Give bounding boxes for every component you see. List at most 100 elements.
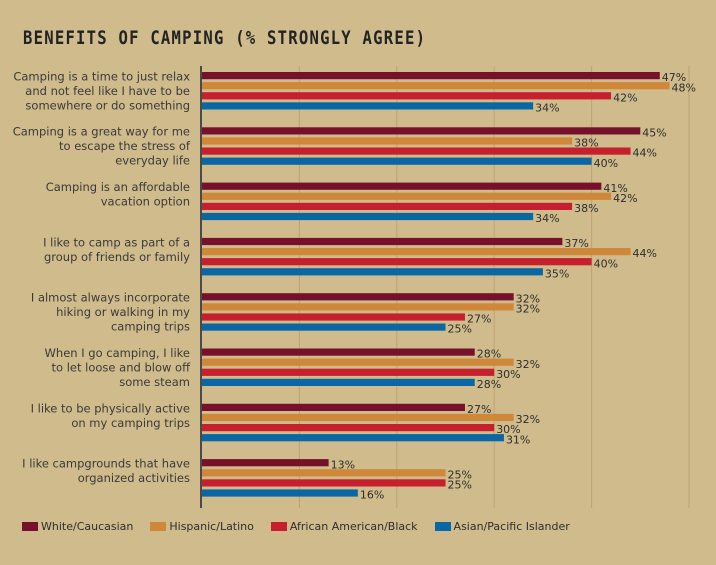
bar: [202, 248, 631, 256]
category-label-line: camping trips: [111, 319, 190, 333]
data-label: 32%: [516, 292, 540, 305]
bar: [202, 102, 534, 110]
category-label-line: and not feel like I have to be: [25, 84, 190, 98]
legend-item: Asian/Pacific Islander: [434, 520, 570, 533]
bar: [202, 378, 475, 386]
bar: [202, 424, 495, 432]
data-label: 48%: [672, 81, 696, 94]
bar: [202, 82, 670, 90]
category-label-line: Camping is an affordable: [46, 180, 190, 194]
legend-item: Hispanic/Latino: [150, 520, 254, 533]
legend-swatch: [150, 522, 167, 531]
legend-swatch: [434, 522, 451, 531]
bar: [202, 137, 573, 145]
bar: [202, 348, 475, 356]
legend-label: African American/Black: [289, 520, 418, 533]
data-label: 35%: [545, 267, 569, 280]
bar: [202, 293, 514, 301]
bar: [202, 212, 534, 221]
bar: [202, 268, 543, 276]
data-label: 25%: [448, 468, 472, 481]
data-label: 30%: [496, 368, 520, 381]
category-label-line: somewhere or do something: [25, 98, 190, 112]
bar: [202, 489, 358, 497]
bar: [202, 303, 514, 311]
category-label-line: organized activities: [78, 471, 190, 485]
bar: [202, 72, 660, 80]
data-label: 45%: [642, 127, 666, 140]
bar: [202, 92, 612, 100]
category-label-line: to escape the stress of: [59, 139, 191, 153]
category-label: I like campgrounds that have organized ac…: [22, 457, 190, 486]
legend-label: Asian/Pacific Islander: [453, 520, 570, 533]
data-label: 30%: [496, 423, 520, 436]
data-label: 28%: [477, 378, 501, 391]
category-label-line: to let loose and blow off: [52, 360, 192, 374]
data-label: 27%: [467, 403, 491, 416]
chart-title: BENEFITS OF CAMPING (% STRONGLY AGREE): [23, 27, 427, 49]
data-label: 38%: [574, 137, 598, 150]
data-label: 16%: [360, 489, 384, 502]
legend-item: African American/Black: [270, 520, 418, 533]
data-label: 32%: [516, 413, 540, 426]
bar: [202, 127, 641, 135]
bar: [202, 459, 329, 467]
data-label: 42%: [613, 91, 637, 104]
bar: [202, 202, 573, 210]
legend-swatch: [270, 522, 287, 531]
data-label: 34%: [535, 102, 559, 115]
category-label-line: hiking or walking in my: [56, 305, 190, 319]
category-label-line: I like campgrounds that have: [22, 457, 190, 471]
data-label: 42%: [613, 192, 637, 205]
category-label-line: group of friends or family: [44, 250, 190, 264]
bar: [202, 469, 446, 477]
category-label-line: vacation option: [101, 195, 190, 209]
category-label: When I go camping, I like to let loose an…: [45, 346, 192, 389]
legend-item: White/Caucasian: [22, 520, 133, 533]
bar: [202, 358, 514, 366]
bar: [202, 237, 563, 246]
bars: 47%48%42%34%45%38%44%40%41%42%38%34%37%4…: [202, 71, 696, 502]
legend-label: White/Caucasian: [41, 520, 134, 533]
data-label: 32%: [516, 358, 540, 371]
bar: [202, 192, 612, 200]
legend: White/Caucasian Hispanic/Latino African Am…: [22, 520, 587, 533]
data-label: 13%: [331, 458, 355, 471]
bar: [202, 434, 504, 442]
data-label: 40%: [594, 257, 618, 270]
category-label-line: some steam: [119, 375, 190, 389]
category-labels: Camping is a time to just relax and not f…: [13, 69, 191, 485]
data-label: 34%: [535, 212, 559, 225]
data-label: 27%: [467, 313, 491, 326]
category-label-line: I like to be physically active: [31, 401, 190, 415]
bar: [202, 413, 514, 422]
bar: [202, 157, 592, 165]
category-label: Camping is an affordable vacation option: [46, 180, 190, 209]
category-label: I almost always incorporate hiking or wal…: [31, 290, 190, 333]
category-label: I like to be physically active on my camp…: [31, 401, 190, 430]
data-label: 41%: [603, 182, 627, 195]
category-label-line: on my camping trips: [71, 416, 190, 430]
data-label: 44%: [633, 247, 657, 260]
data-label: 40%: [594, 157, 618, 170]
category-label-line: When I go camping, I like: [45, 346, 190, 360]
bar: [202, 182, 602, 190]
data-label: 28%: [477, 348, 501, 361]
category-label-line: I almost always incorporate: [31, 290, 190, 304]
bar: [202, 368, 495, 376]
data-label: 31%: [506, 433, 530, 446]
category-label-line: I like to camp as part of a: [43, 235, 190, 249]
data-label: 25%: [448, 323, 472, 336]
category-label: I like to camp as part of a group of frie…: [43, 235, 190, 264]
legend-label: Hispanic/Latino: [169, 520, 254, 533]
bar: [202, 403, 465, 411]
data-label: 25%: [448, 479, 472, 492]
data-label: 32%: [516, 303, 540, 316]
category-label-line: Camping is a time to just relax: [13, 69, 190, 83]
data-label: 47%: [662, 71, 686, 84]
data-label: 37%: [564, 237, 588, 250]
category-label-line: Camping is a great way for me: [13, 125, 190, 139]
bar: [202, 323, 446, 331]
data-label: 44%: [633, 147, 657, 160]
